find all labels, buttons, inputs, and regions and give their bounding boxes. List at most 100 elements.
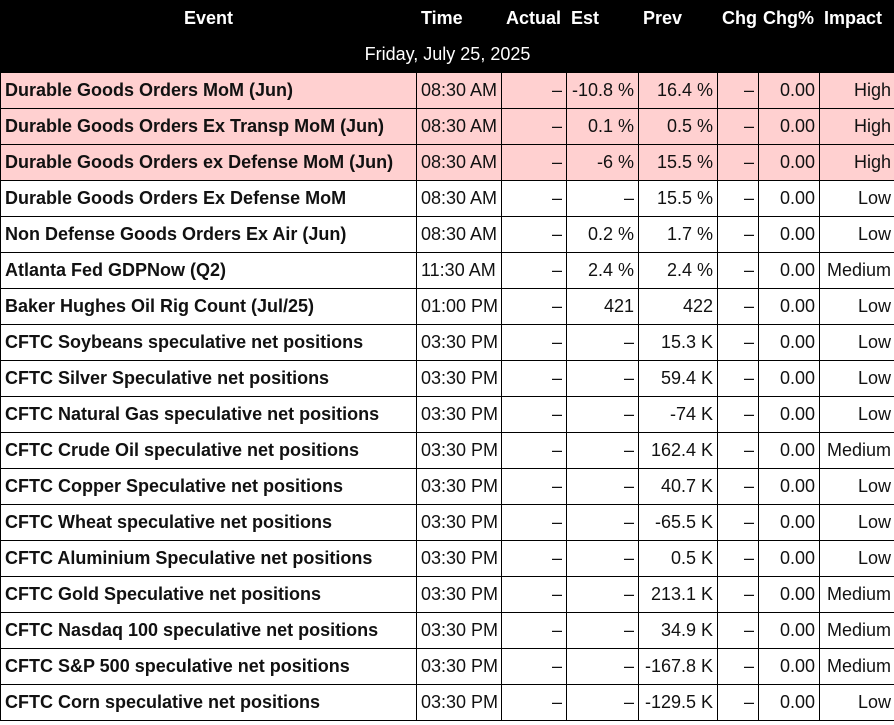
impact-value: Low xyxy=(819,504,894,541)
table-row[interactable]: CFTC Corn speculative net positions 03:30… xyxy=(0,684,894,721)
event-name: CFTC Copper Speculative net positions xyxy=(0,468,417,505)
table-row[interactable]: Atlanta Fed GDPNow (Q2) 11:30 AM –2.4 % 2.4… xyxy=(0,252,894,289)
prev-value: -167.8 K xyxy=(638,648,718,685)
date-row: Friday, July 25, 2025 xyxy=(0,36,894,73)
est-value: – xyxy=(566,576,639,613)
est-value: – xyxy=(566,612,639,649)
impact-value: High xyxy=(819,108,894,145)
event-time: 03:30 PM xyxy=(416,684,502,721)
table-row[interactable]: CFTC Copper Speculative net positions 03:… xyxy=(0,468,894,505)
impact-value: Low xyxy=(819,468,894,505)
table-row[interactable]: CFTC S&P 500 speculative net positions 03… xyxy=(0,648,894,685)
prev-value: 59.4 K xyxy=(638,360,718,397)
actual-value: – xyxy=(501,684,567,721)
table-row[interactable]: CFTC Natural Gas speculative net positio… xyxy=(0,396,894,433)
table-row[interactable]: CFTC Wheat speculative net positions 03:3… xyxy=(0,504,894,541)
event-time: 03:30 PM xyxy=(416,360,502,397)
impact-value: High xyxy=(819,144,894,181)
chg-value: – xyxy=(717,324,759,361)
chg-pct-value: 0.00 xyxy=(758,180,820,217)
header-chg[interactable]: Chg xyxy=(717,0,759,37)
prev-value: 15.5 % xyxy=(638,180,718,217)
chg-value: – xyxy=(717,252,759,289)
header-event[interactable]: Event xyxy=(0,0,417,37)
event-time: 03:30 PM xyxy=(416,648,502,685)
chg-pct-value: 0.00 xyxy=(758,216,820,253)
table-row[interactable]: Durable Goods Orders Ex Defense MoM 08:30… xyxy=(0,180,894,217)
impact-value: Medium xyxy=(819,432,894,469)
table-row[interactable]: CFTC Silver Speculative net positions 03:… xyxy=(0,360,894,397)
header-impact[interactable]: Impact xyxy=(819,0,894,37)
event-name: CFTC Crude Oil speculative net positions xyxy=(0,432,417,469)
event-name: Durable Goods Orders MoM (Jun) xyxy=(0,72,417,109)
event-name: Durable Goods Orders ex Defense MoM (Jun… xyxy=(0,144,417,181)
prev-value: 213.1 K xyxy=(638,576,718,613)
est-value: – xyxy=(566,684,639,721)
impact-value: Low xyxy=(819,360,894,397)
chg-pct-value: 0.00 xyxy=(758,360,820,397)
actual-value: – xyxy=(501,468,567,505)
event-name: Durable Goods Orders Ex Transp MoM (Jun) xyxy=(0,108,417,145)
chg-value: – xyxy=(717,468,759,505)
header-chg-pct[interactable]: Chg% xyxy=(758,0,820,37)
actual-value: – xyxy=(501,576,567,613)
chg-pct-value: 0.00 xyxy=(758,576,820,613)
chg-value: – xyxy=(717,72,759,109)
header-time[interactable]: Time xyxy=(416,0,502,37)
event-name: CFTC Natural Gas speculative net positio… xyxy=(0,396,417,433)
chg-pct-value: 0.00 xyxy=(758,108,820,145)
header-prev[interactable]: Prev xyxy=(638,0,718,37)
est-value: -10.8 % xyxy=(566,72,639,109)
impact-value: Low xyxy=(819,540,894,577)
event-name: Non Defense Goods Orders Ex Air (Jun) xyxy=(0,216,417,253)
event-time: 08:30 AM xyxy=(416,216,502,253)
table-row[interactable]: CFTC Nasdaq 100 speculative net position… xyxy=(0,612,894,649)
table-row[interactable]: CFTC Aluminium Speculative net positions… xyxy=(0,540,894,577)
table-row[interactable]: CFTC Crude Oil speculative net positions… xyxy=(0,432,894,469)
event-time: 08:30 AM xyxy=(416,144,502,181)
prev-value: 2.4 % xyxy=(638,252,718,289)
actual-value: – xyxy=(501,324,567,361)
prev-value: 162.4 K xyxy=(638,432,718,469)
event-time: 03:30 PM xyxy=(416,540,502,577)
chg-pct-value: 0.00 xyxy=(758,288,820,325)
impact-value: Medium xyxy=(819,576,894,613)
header-row: Event Time Actual Est Prev Chg Chg% Impa… xyxy=(0,0,894,37)
impact-value: Medium xyxy=(819,252,894,289)
table-row[interactable]: Baker Hughes Oil Rig Count (Jul/25) 01:00… xyxy=(0,288,894,325)
event-name: Atlanta Fed GDPNow (Q2) xyxy=(0,252,417,289)
est-value: – xyxy=(566,180,639,217)
event-name: CFTC S&P 500 speculative net positions xyxy=(0,648,417,685)
header-actual[interactable]: Actual xyxy=(501,0,567,37)
table-row[interactable]: Non Defense Goods Orders Ex Air (Jun) 08:… xyxy=(0,216,894,253)
chg-pct-value: 0.00 xyxy=(758,540,820,577)
table-row[interactable]: Durable Goods Orders MoM (Jun) 08:30 AM – -… xyxy=(0,72,894,109)
prev-value: 0.5 K xyxy=(638,540,718,577)
event-name: CFTC Gold Speculative net positions xyxy=(0,576,417,613)
actual-value: – xyxy=(501,612,567,649)
table-row[interactable]: CFTC Soybeans speculative net positions 0… xyxy=(0,324,894,361)
event-name: CFTC Wheat speculative net positions xyxy=(0,504,417,541)
header-est[interactable]: Est xyxy=(566,0,639,37)
est-value: 0.2 % xyxy=(566,216,639,253)
actual-value: – xyxy=(501,432,567,469)
est-value: – xyxy=(566,432,639,469)
est-value: – xyxy=(566,360,639,397)
est-value: 421 xyxy=(566,288,639,325)
actual-value: – xyxy=(501,216,567,253)
actual-value: – xyxy=(501,540,567,577)
event-name: CFTC Aluminium Speculative net positions xyxy=(0,540,417,577)
table-row[interactable]: CFTC Gold Speculative net positions 03:30… xyxy=(0,576,894,613)
chg-value: – xyxy=(717,288,759,325)
table-row[interactable]: Durable Goods Orders ex Defense MoM (Jun… xyxy=(0,144,894,181)
chg-value: – xyxy=(717,396,759,433)
table-row[interactable]: Durable Goods Orders Ex Transp MoM (Jun)… xyxy=(0,108,894,145)
chg-value: – xyxy=(717,504,759,541)
actual-value: – xyxy=(501,504,567,541)
actual-value: – xyxy=(501,252,567,289)
est-value: – xyxy=(566,540,639,577)
est-value: – xyxy=(566,504,639,541)
prev-value: -65.5 K xyxy=(638,504,718,541)
event-time: 03:30 PM xyxy=(416,612,502,649)
event-time: 08:30 AM xyxy=(416,108,502,145)
